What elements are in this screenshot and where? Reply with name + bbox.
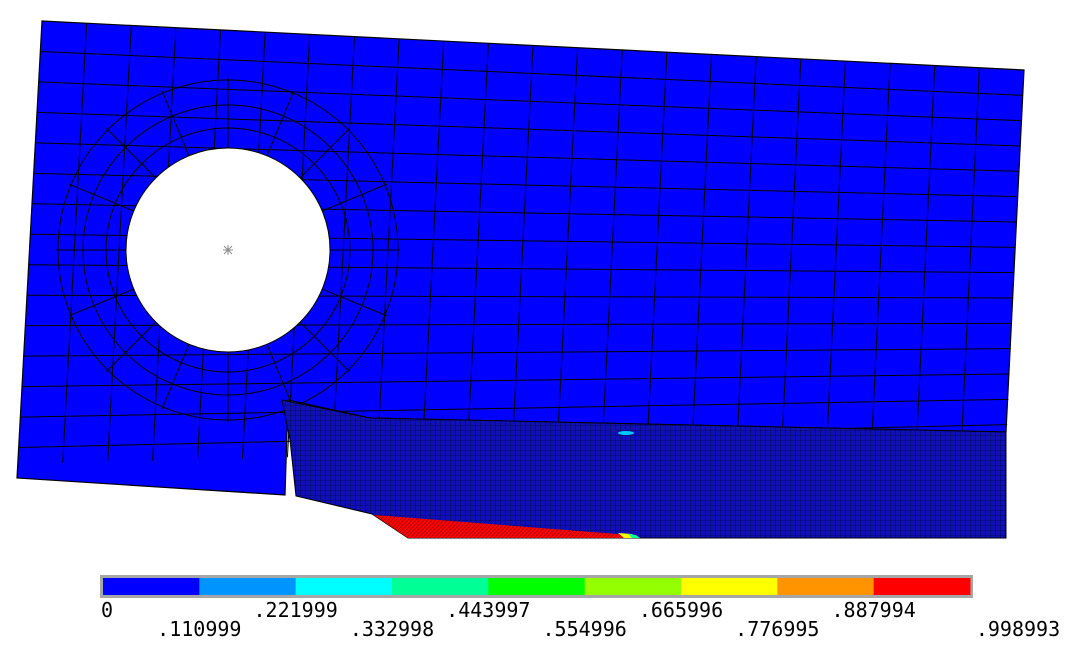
legend-swatch-7 [777,578,875,595]
legend-swatch-1 [199,578,297,595]
legend-swatch-3 [392,578,489,595]
legend-tick-label: 0 [101,598,113,622]
legend-swatch-4 [488,578,586,595]
legend-swatch-2 [295,578,393,595]
legend-tick-label: .776995 [735,617,819,641]
legend-tick-label: .332998 [350,617,434,641]
legend-tick-label: .998993 [976,617,1060,641]
lower-part [281,399,1007,539]
legend-tick-label: .665996 [639,598,723,622]
legend-tick-label: .443997 [446,598,530,622]
legend-swatch-6 [681,578,778,595]
legend-tick-label: .221999 [254,598,338,622]
legend-swatch-5 [584,578,682,595]
legend-swatch-0 [103,578,200,595]
legend-swatch-8 [873,578,971,595]
legend-tick-label: .110999 [157,617,241,641]
upper-plate [16,20,1025,496]
hole-center-marker [223,245,233,255]
legend-tick-label: .887994 [832,598,916,622]
legend-tick-label: .554996 [543,617,627,641]
legend-bar: 0 .110999 .221999 .332998 .443997 .554996 .665… [100,575,1060,641]
